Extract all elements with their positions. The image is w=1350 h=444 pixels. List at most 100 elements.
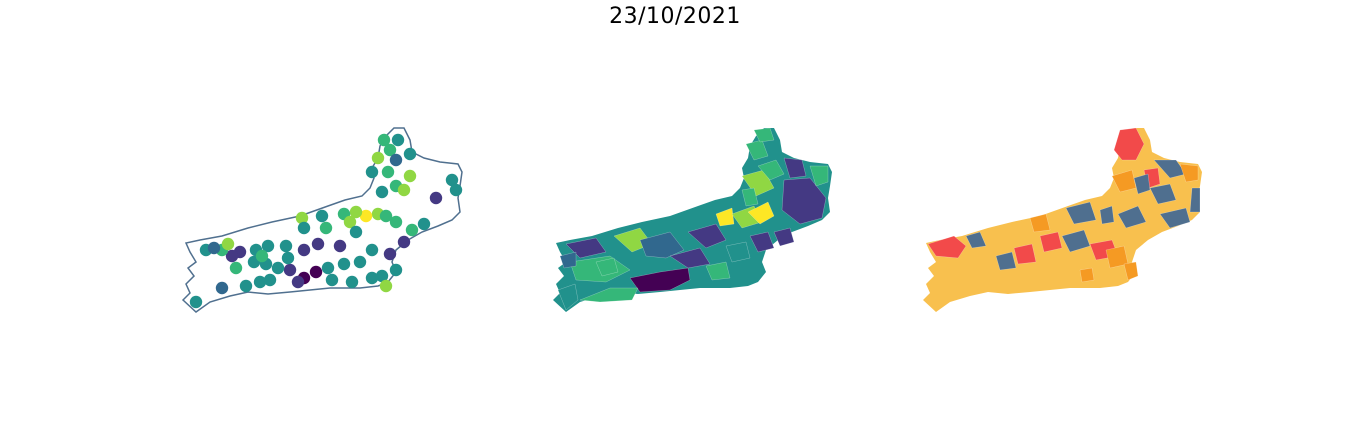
municipality-region (809, 165, 829, 187)
municipality-point (319, 221, 333, 235)
municipality-region (927, 235, 967, 259)
municipality-point (445, 173, 459, 187)
municipality-region (1029, 213, 1051, 233)
municipality-region (705, 261, 731, 281)
municipality-region (725, 241, 751, 263)
municipality-point (281, 251, 295, 265)
municipality-region (773, 227, 795, 247)
municipality-point (365, 165, 379, 179)
municipality-point (263, 273, 277, 287)
municipality-region (687, 223, 727, 249)
municipality-region (1133, 173, 1151, 195)
municipality-points (189, 133, 463, 309)
municipality-region (1149, 183, 1177, 205)
municipality-point (371, 151, 385, 165)
municipality-region (753, 127, 775, 143)
choropleth-risk-panel (923, 127, 1202, 312)
municipality-point (389, 215, 403, 229)
municipality-point (353, 255, 367, 269)
municipality-region (745, 139, 769, 161)
municipality-point (389, 153, 403, 167)
municipality-point (379, 209, 393, 223)
municipality-point (381, 165, 395, 179)
municipality-region (783, 157, 807, 179)
municipality-point (271, 261, 285, 275)
municipality-point (283, 263, 297, 277)
municipality-region (1117, 205, 1147, 229)
municipality-point (377, 133, 391, 147)
municipality-point (397, 183, 411, 197)
municipality-point (383, 143, 397, 157)
state-fill (553, 128, 832, 312)
municipality-region (741, 187, 759, 207)
municipality-point (379, 279, 393, 293)
municipality-region (629, 267, 691, 293)
municipality-region (1159, 207, 1191, 229)
municipality-region (1179, 163, 1199, 183)
municipality-point (343, 215, 357, 229)
municipality-point (365, 243, 379, 257)
municipality-region (669, 247, 711, 269)
municipality-point (297, 221, 311, 235)
municipality-point (325, 273, 339, 287)
municipality-point (397, 235, 411, 249)
municipality-point (229, 261, 243, 275)
municipality-point (375, 269, 389, 283)
municipality-region (1013, 243, 1037, 265)
municipality-point (417, 217, 431, 231)
municipality-point (189, 295, 203, 309)
municipality-point (311, 237, 325, 251)
municipality-region (715, 207, 735, 227)
municipality-point (337, 257, 351, 271)
municipality-point (225, 249, 239, 263)
municipality-point (239, 279, 253, 293)
municipality-point (449, 183, 463, 197)
municipality-point (295, 211, 309, 225)
choropleth-viridis-panel (553, 127, 832, 312)
municipality-region (579, 287, 639, 303)
municipality-point (345, 275, 359, 289)
municipality-point (207, 241, 221, 255)
municipality-region (557, 283, 579, 311)
municipality-region (757, 159, 785, 181)
points-map-panel (182, 127, 463, 313)
municipality-point (383, 247, 397, 261)
municipality-point (315, 209, 329, 223)
municipality-point (253, 275, 267, 289)
municipality-region (1113, 127, 1145, 161)
municipality-point (291, 275, 305, 289)
municipality-point (309, 265, 323, 279)
municipality-point (349, 205, 363, 219)
municipality-point (221, 237, 235, 251)
municipality-point (333, 239, 347, 253)
municipality-region (1061, 229, 1091, 253)
municipality-point (297, 243, 311, 257)
municipality-region (595, 257, 619, 277)
municipality-region (781, 177, 827, 225)
municipality-point (215, 281, 229, 295)
municipality-point (321, 261, 335, 275)
figure-title: 23/10/2021 (609, 4, 741, 29)
municipality-point (261, 239, 275, 253)
municipality-point (365, 271, 379, 285)
municipality-point (403, 147, 417, 161)
municipality-point (429, 191, 443, 205)
municipality-point (279, 239, 293, 253)
municipality-point (389, 263, 403, 277)
municipality-point (375, 185, 389, 199)
municipality-point (359, 209, 373, 223)
municipality-region (1123, 261, 1139, 281)
municipality-region (747, 201, 775, 225)
municipality-region (1039, 231, 1063, 253)
municipality-point (391, 133, 405, 147)
municipality-region (1065, 201, 1097, 225)
municipality-region (639, 231, 685, 259)
municipality-region (995, 251, 1017, 271)
municipality-region (749, 231, 775, 253)
municipality-region (1099, 205, 1115, 225)
municipality-point (405, 223, 419, 237)
municipality-point (403, 169, 417, 183)
municipality-point (255, 249, 269, 263)
municipality-region (1079, 267, 1095, 283)
